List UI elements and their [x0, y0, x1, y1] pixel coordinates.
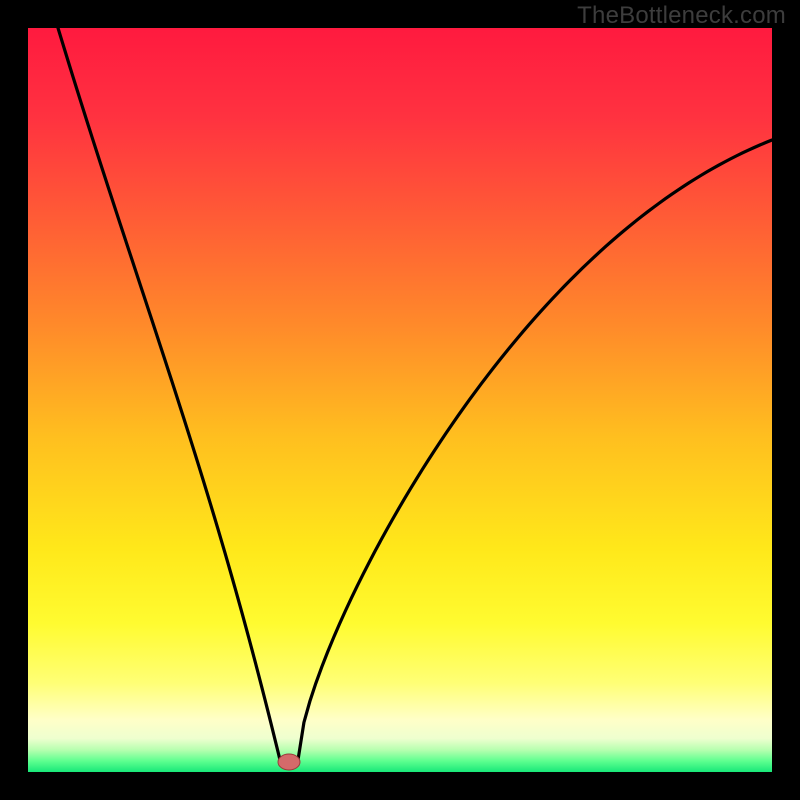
gradient-background — [28, 28, 772, 772]
chart-svg — [0, 0, 800, 800]
watermark-text: TheBottleneck.com — [577, 2, 786, 30]
chart-frame: TheBottleneck.com — [0, 0, 800, 800]
minimum-marker — [278, 754, 300, 770]
